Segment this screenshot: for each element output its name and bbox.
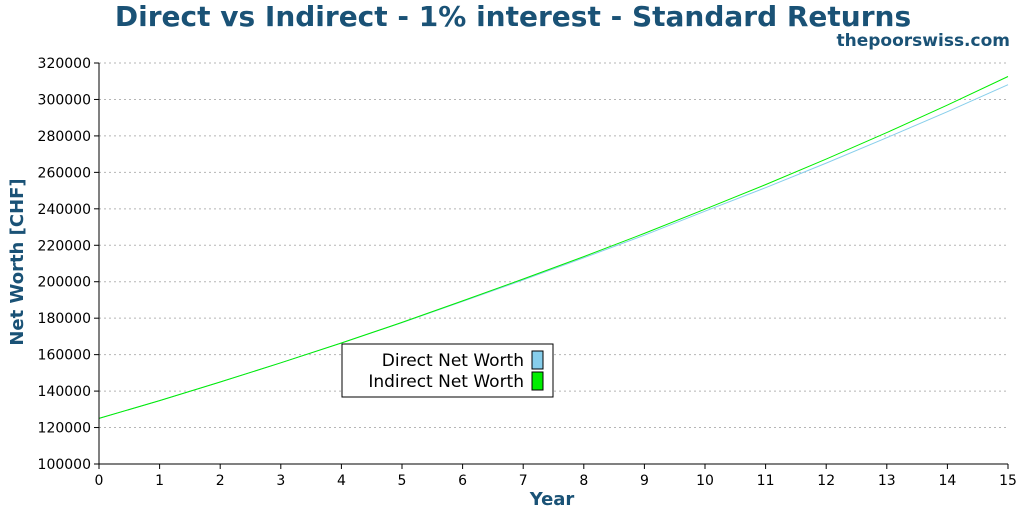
x-tick-label: 15 (999, 473, 1017, 489)
x-axis-ticks: 0 1 2 3 4 5 6 7 8 9 10 11 12 13 14 15 (95, 464, 1017, 489)
gridlines (99, 62, 1008, 429)
legend: Direct Net Worth Indirect Net Worth (341, 343, 554, 398)
y-axis-label: Net Worth [CHF] (7, 178, 28, 345)
x-tick-label: 3 (276, 473, 285, 489)
x-tick-label: 6 (458, 473, 467, 489)
y-tick-label: 200000 (38, 275, 91, 291)
x-tick-label: 8 (579, 473, 588, 489)
x-tick-label: 11 (757, 473, 775, 489)
x-tick-label: 12 (817, 473, 835, 489)
series-line-indirect (98, 76, 1009, 419)
x-tick-label: 13 (878, 473, 896, 489)
legend-swatch-indirect (531, 371, 544, 391)
x-tick-label: 14 (938, 473, 956, 489)
y-tick-label: 160000 (38, 348, 91, 364)
y-tick-label: 180000 (38, 311, 91, 327)
y-tick-label: 300000 (38, 92, 91, 108)
y-tick-label: 320000 (38, 56, 91, 72)
x-tick-label: 0 (95, 473, 104, 489)
y-tick-label: 280000 (38, 129, 91, 145)
legend-swatch-direct (531, 350, 544, 370)
x-tick-label: 4 (337, 473, 346, 489)
x-tick-label: 10 (696, 473, 714, 489)
x-tick-label: 7 (519, 473, 528, 489)
y-axis-ticks: 100000 120000 140000 160000 180000 200000 2200… (38, 56, 99, 473)
x-axis-label: Year (529, 489, 575, 510)
x-tick-label: 2 (216, 473, 225, 489)
legend-label-direct: Direct Net Worth (382, 351, 524, 371)
x-tick-label: 5 (398, 473, 407, 489)
axes (98, 63, 1008, 465)
y-tick-label: 100000 (38, 457, 91, 473)
legend-box (341, 343, 554, 398)
legend-label-indirect: Indirect Net Worth (368, 372, 524, 392)
chart-subtitle: thepoorswiss.com (837, 31, 1011, 51)
chart-title: Direct vs Indirect - 1% interest - Stand… (115, 0, 911, 33)
y-tick-label: 260000 (38, 165, 91, 181)
x-tick-label: 1 (155, 473, 164, 489)
y-tick-label: 240000 (38, 202, 91, 218)
series-lines (98, 76, 1009, 419)
y-tick-label: 120000 (38, 421, 91, 437)
y-tick-label: 140000 (38, 384, 91, 400)
x-tick-label: 9 (640, 473, 649, 489)
y-tick-label: 220000 (38, 238, 91, 254)
